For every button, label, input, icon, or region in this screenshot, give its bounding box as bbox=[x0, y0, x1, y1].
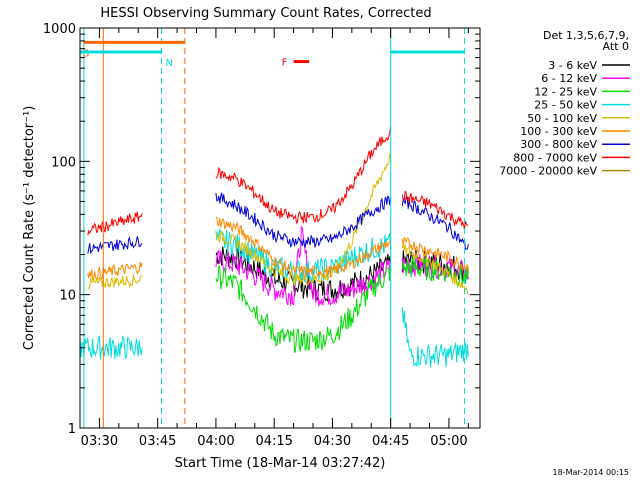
plot-frame bbox=[79, 27, 481, 429]
timestamp: 18-Mar-2014 00:15 bbox=[553, 468, 630, 477]
series-line-6 bbox=[87, 216, 469, 281]
legend-label: 3 - 6 keV bbox=[548, 59, 597, 72]
x-tick-label: 04:15 bbox=[255, 434, 292, 449]
x-tick-label: 04:30 bbox=[314, 434, 351, 449]
x-tick-label: 03:30 bbox=[81, 434, 118, 449]
series-line-7 bbox=[87, 192, 469, 255]
y-tick-label: 1000 bbox=[43, 22, 76, 37]
y-tick-label: 10 bbox=[59, 289, 76, 304]
y-tick-label: 1 bbox=[68, 422, 76, 437]
y-axis: 1 10 100 1000 bbox=[43, 22, 480, 437]
x-tick-label: 03:45 bbox=[139, 434, 176, 449]
legend-label: 300 - 800 keV bbox=[520, 138, 597, 151]
legend-label: 50 - 100 keV bbox=[527, 112, 597, 125]
legend-label: 12 - 25 keV bbox=[534, 85, 597, 98]
chart-title: HESSI Observing Summary Count Rates, Cor… bbox=[100, 6, 431, 21]
plot-area: SN F bbox=[79, 28, 469, 428]
flag-label: S bbox=[83, 48, 89, 59]
x-tick-label: 05:00 bbox=[430, 434, 467, 449]
y-axis-label: Corrected Count Rate (s⁻¹ detector⁻¹) bbox=[22, 106, 37, 351]
series-line-4 bbox=[79, 227, 469, 368]
legend-label: 25 - 50 keV bbox=[534, 99, 597, 112]
series-line-3 bbox=[215, 257, 469, 353]
legend-label: 100 - 300 keV bbox=[520, 125, 597, 138]
legend-header-line-2: Att 0 bbox=[603, 40, 629, 53]
series-line-8 bbox=[87, 125, 469, 236]
legend-label: 800 - 7000 keV bbox=[513, 151, 597, 164]
x-axis-label: Start Time (18-Mar-14 03:27:42) bbox=[175, 456, 386, 471]
flag-label: F bbox=[282, 58, 288, 69]
legend-label: 7000 - 20000 keV bbox=[499, 165, 597, 178]
x-tick-label: 04:45 bbox=[372, 434, 409, 449]
x-tick-label: 04:00 bbox=[197, 434, 234, 449]
flag-label: N bbox=[166, 58, 173, 69]
legend-label: 6 - 12 keV bbox=[541, 72, 597, 85]
y-tick-label: 100 bbox=[51, 155, 76, 170]
legend-header-line-1: Det 1,3,5,6,7,9, bbox=[543, 29, 629, 42]
x-axis: 03:30 03:45 04:00 04:15 04:30 04:45 05:00 bbox=[79, 28, 469, 449]
